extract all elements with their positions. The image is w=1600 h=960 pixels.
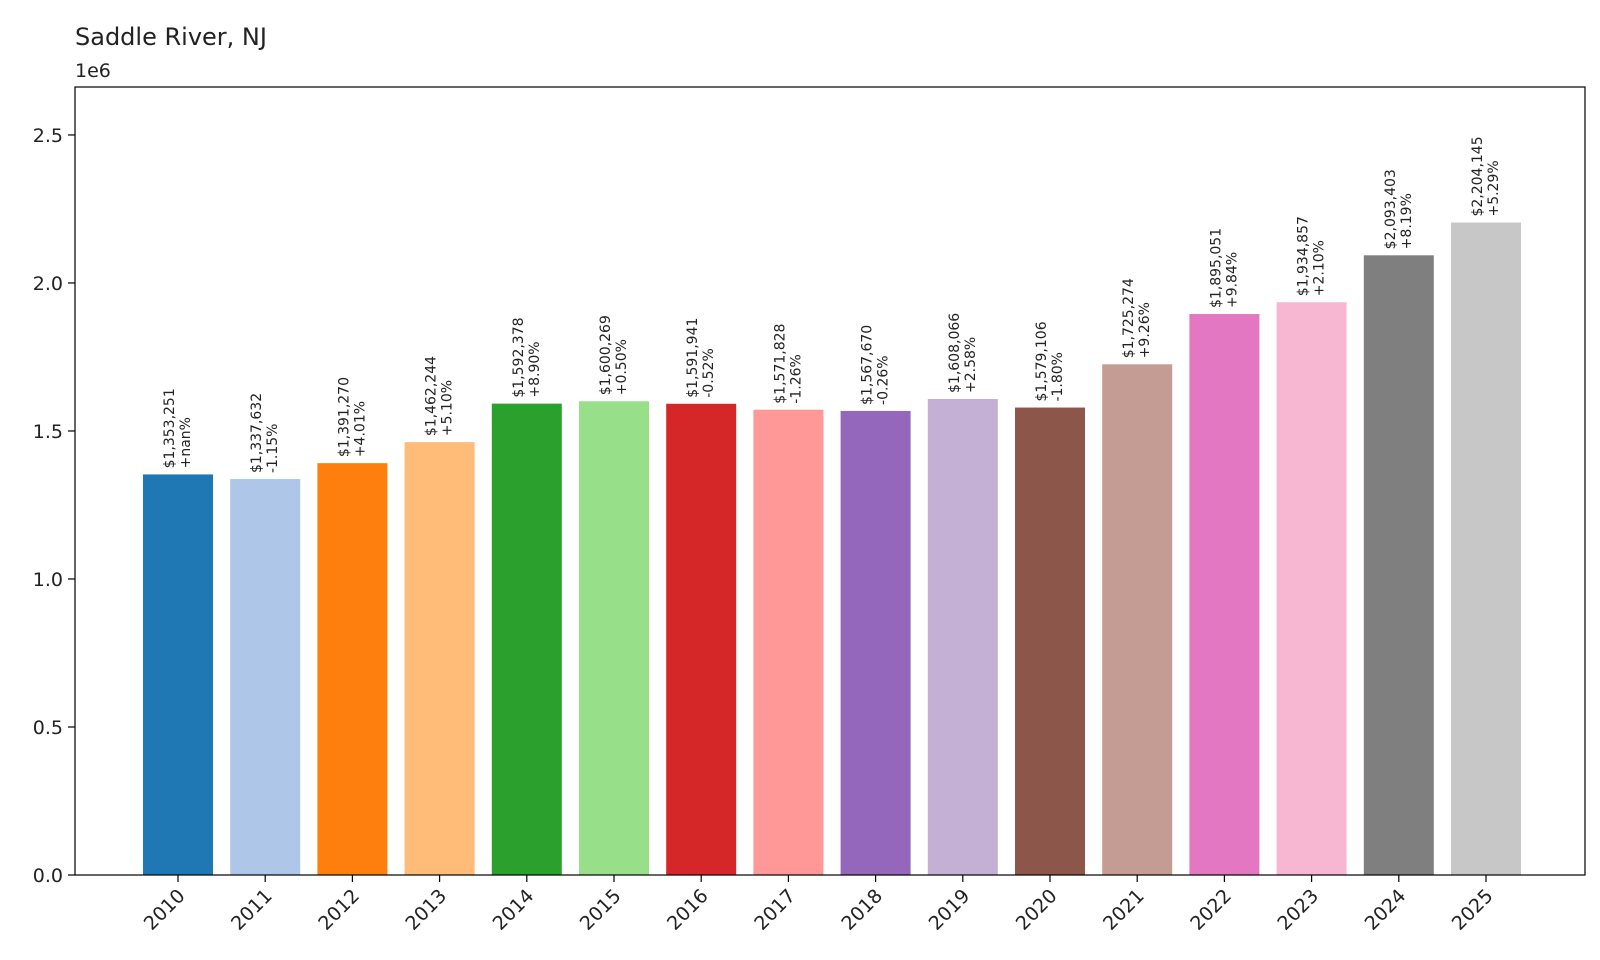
x-tick-label-2016: 2016 xyxy=(663,885,713,935)
bar-value-label-2012: $1,391,270 xyxy=(336,377,352,457)
bar-change-label-2010: +nan% xyxy=(178,417,194,468)
bar-value-label-2011: $1,337,632 xyxy=(249,393,265,473)
x-tick-label-2014: 2014 xyxy=(489,885,539,935)
bar-value-label-2024: $2,093,403 xyxy=(1383,169,1399,249)
bar-2018 xyxy=(840,410,911,875)
y-tick-label-2.0: 2.0 xyxy=(33,273,63,295)
x-axis: 2010 2011 2012 2013 2014 2015 2016 2017 2018 2019… xyxy=(140,875,1498,935)
y-axis-offset-label: 1e6 xyxy=(75,60,111,82)
bar-change-label-2015: +0.50% xyxy=(614,339,630,395)
y-tick-label-0.5: 0.5 xyxy=(33,717,63,739)
bar-change-label-2016: -0.52% xyxy=(701,348,717,398)
bar-change-label-2021: +9.26% xyxy=(1137,302,1153,358)
bar-value-label-2016: $1,591,941 xyxy=(685,318,701,398)
bar-change-label-2012: +4.01% xyxy=(352,401,368,457)
x-tick-label-2022: 2022 xyxy=(1186,885,1236,935)
x-tick-label-2025: 2025 xyxy=(1448,885,1498,935)
x-tick-label-2015: 2015 xyxy=(576,885,626,935)
bar-2012 xyxy=(317,463,388,875)
x-tick-label-2020: 2020 xyxy=(1012,885,1062,935)
bar-2019 xyxy=(927,398,998,875)
bar-2013 xyxy=(404,442,475,875)
x-tick-label-2018: 2018 xyxy=(837,885,887,935)
bar-value-label-2015: $1,600,269 xyxy=(598,315,614,395)
bar-change-label-2023: +2.10% xyxy=(1312,240,1328,296)
bar-change-label-2017: -1.26% xyxy=(788,354,804,404)
bar-value-label-2025: $2,204,145 xyxy=(1470,136,1486,216)
bar-value-label-2013: $1,462,244 xyxy=(424,356,440,436)
bars-group: $1,353,251 +nan% $1,337,632 -1.15% $1,391,27… xyxy=(143,136,1521,876)
bar-change-label-2019: +2.58% xyxy=(963,337,979,393)
bar-change-label-2020: -1.80% xyxy=(1050,352,1066,402)
x-tick-label-2019: 2019 xyxy=(925,885,975,935)
bar-change-label-2022: +9.84% xyxy=(1224,252,1240,308)
bar-2017 xyxy=(753,409,824,875)
bar-value-label-2021: $1,725,274 xyxy=(1121,278,1137,358)
x-tick-label-2010: 2010 xyxy=(140,885,190,935)
bar-value-label-2014: $1,592,378 xyxy=(511,317,527,397)
y-tick-label-1.5: 1.5 xyxy=(33,421,63,443)
bar-change-label-2014: +8.90% xyxy=(527,341,543,397)
bar-value-label-2023: $1,934,857 xyxy=(1296,216,1312,296)
y-tick-label-1.0: 1.0 xyxy=(33,569,63,591)
bar-value-label-2018: $1,567,670 xyxy=(860,325,876,405)
bar-change-label-2025: +5.29% xyxy=(1486,160,1502,216)
plot-frame xyxy=(74,86,1586,876)
x-tick-label-2013: 2013 xyxy=(401,885,451,935)
bar-value-label-2010: $1,353,251 xyxy=(162,388,178,468)
bar-value-label-2017: $1,571,828 xyxy=(772,324,788,404)
bar-change-label-2013: +5.10% xyxy=(440,380,456,436)
bar-2022 xyxy=(1189,314,1260,875)
bar-change-label-2018: -0.26% xyxy=(876,355,892,405)
x-tick-label-2021: 2021 xyxy=(1099,885,1149,935)
bar-2016 xyxy=(666,403,737,875)
x-tick-label-2023: 2023 xyxy=(1273,885,1323,935)
bar-2011 xyxy=(230,479,301,875)
x-tick-label-2011: 2011 xyxy=(227,885,277,935)
x-tick-label-2012: 2012 xyxy=(314,885,364,935)
x-tick-label-2024: 2024 xyxy=(1361,885,1411,935)
y-axis: 0.0 0.5 1.0 1.5 2.0 2.5 xyxy=(33,125,75,887)
y-tick-label-0.0: 0.0 xyxy=(33,865,63,887)
chart-title: Saddle River, NJ xyxy=(75,23,267,51)
bar-change-label-2011: -1.15% xyxy=(265,424,281,474)
y-tick-label-2.5: 2.5 xyxy=(33,125,63,147)
bar-value-label-2022: $1,895,051 xyxy=(1208,228,1224,308)
bar-2023 xyxy=(1276,302,1347,875)
bar-2015 xyxy=(579,401,649,875)
bar-2010 xyxy=(143,474,213,875)
x-tick-label-2017: 2017 xyxy=(750,885,800,935)
bar-change-label-2024: +8.19% xyxy=(1399,193,1415,249)
bar-value-label-2019: $1,608,066 xyxy=(947,313,963,393)
bar-2024 xyxy=(1363,255,1434,876)
bar-2014 xyxy=(491,403,562,875)
bar-2020 xyxy=(1015,407,1085,875)
bar-2025 xyxy=(1451,222,1521,876)
bar-2021 xyxy=(1102,364,1173,875)
bar-value-label-2020: $1,579,106 xyxy=(1034,321,1050,401)
